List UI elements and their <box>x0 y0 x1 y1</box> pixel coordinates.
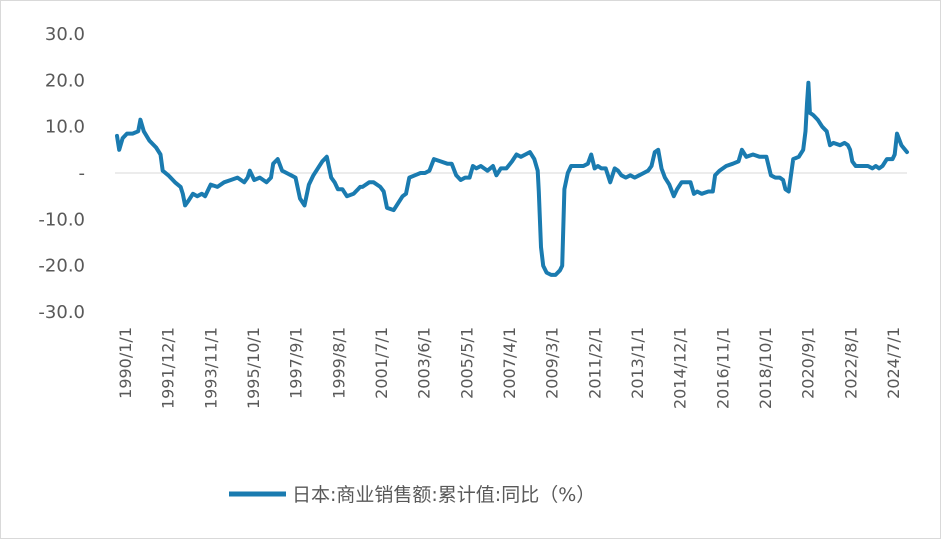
legend: 日本:商业销售额:累计值:同比（%） <box>229 484 595 506</box>
y-tick-label: -20.0 <box>38 256 85 277</box>
x-tick-label: 2018/10/1 <box>756 327 775 409</box>
x-tick-label: 1995/10/1 <box>244 327 263 409</box>
y-axis: 30.0 20.0 10.0 - -10.0 -20.0 -30.0 <box>38 24 85 323</box>
x-tick-label: 2011/2/1 <box>585 327 604 399</box>
x-tick-label: 1990/1/1 <box>116 327 135 399</box>
x-tick-label: 2013/1/1 <box>628 327 647 399</box>
x-tick-label: 2024/7/1 <box>884 327 903 399</box>
y-tick-label: - <box>79 163 86 184</box>
x-tick-label: 2022/8/1 <box>841 327 860 399</box>
x-tick-label: 2016/11/1 <box>713 327 732 409</box>
x-tick-label: 2007/4/1 <box>500 327 519 399</box>
y-tick-label: 30.0 <box>45 24 85 45</box>
y-tick-label: -30.0 <box>38 302 85 323</box>
series-line <box>115 80 909 277</box>
x-axis: 1990/1/1 1991/12/1 1993/11/1 1995/10/1 1997/… <box>116 327 903 409</box>
x-tick-label: 1993/11/1 <box>201 327 220 409</box>
y-tick-label: -10.0 <box>38 209 85 230</box>
x-tick-label: 1991/12/1 <box>159 327 178 409</box>
legend-label: 日本:商业销售额:累计值:同比（%） <box>292 484 595 506</box>
x-tick-label: 2009/3/1 <box>543 327 562 399</box>
x-tick-label: 1997/9/1 <box>287 327 306 399</box>
x-tick-label: 2003/6/1 <box>415 327 434 399</box>
y-tick-label: 20.0 <box>45 70 85 91</box>
x-tick-label: 2014/12/1 <box>671 327 690 409</box>
x-tick-label: 2020/9/1 <box>799 327 818 399</box>
y-tick-label: 10.0 <box>45 117 85 138</box>
plot-area <box>115 80 909 277</box>
x-tick-label: 1999/8/1 <box>329 327 348 399</box>
x-tick-label: 2005/5/1 <box>457 327 476 399</box>
x-tick-label: 2001/7/1 <box>372 327 391 399</box>
